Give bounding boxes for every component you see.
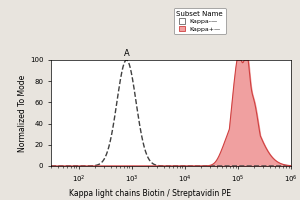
- Text: Kappa light chains Biotin / Streptavidin PE: Kappa light chains Biotin / Streptavidin…: [69, 189, 231, 198]
- Text: A: A: [124, 49, 129, 58]
- Y-axis label: Normalized To Mode: Normalized To Mode: [18, 74, 27, 152]
- Legend: Kappa-—, Kappa+—: Kappa-—, Kappa+—: [174, 8, 226, 34]
